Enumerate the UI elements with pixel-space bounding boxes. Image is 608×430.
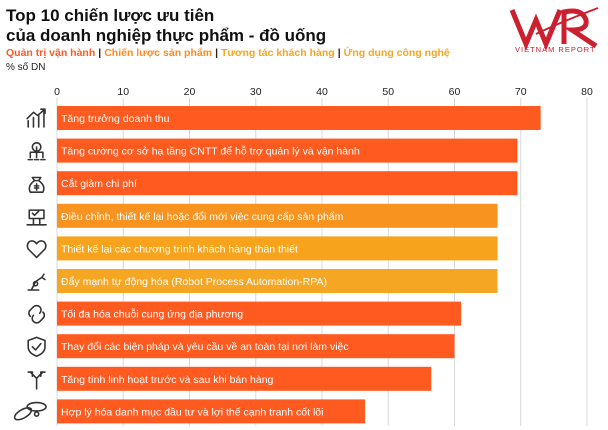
heart-icon-path xyxy=(26,240,47,259)
bar-label: Tăng tính linh hoạt trước và sau khi bán… xyxy=(61,374,274,386)
chart-title: Top 10 chiến lược ưu tiên của doanh nghi… xyxy=(6,6,326,46)
x-tick-label: 0 xyxy=(54,86,60,98)
chart-title-line1: Top 10 chiến lược ưu tiên xyxy=(6,6,215,25)
portfolio-atom-icon-path xyxy=(13,401,47,421)
x-tick-label: 50 xyxy=(382,86,394,98)
portfolio-atom-icon xyxy=(13,401,47,421)
legend-item-customer: Tương tác khách hàng xyxy=(221,47,335,59)
bar xyxy=(57,106,541,130)
x-tick-label: 10 xyxy=(117,86,129,98)
supply-adjust-icon-path xyxy=(26,209,47,226)
bar xyxy=(57,203,498,228)
it-infrastructure-icon-path xyxy=(27,142,46,161)
flexible-arrows-icon-path xyxy=(27,371,46,390)
bar-label: Điều chỉnh, thiết kế lại hoặc đổi mới vi… xyxy=(61,211,344,223)
bar xyxy=(57,334,455,359)
bar-label: Thiết kế lại các chương trình khách hàng… xyxy=(61,243,298,255)
flexible-arrows-icon xyxy=(27,371,46,390)
money-bag-icon-path xyxy=(28,176,45,193)
chain-link-icon xyxy=(28,304,46,324)
unit-label: % số DN xyxy=(6,62,46,73)
robot-arm-icon-path xyxy=(27,273,46,291)
bar xyxy=(57,301,462,326)
bar-label: Cắt giảm chi phí xyxy=(61,177,137,190)
x-tick-label: 70 xyxy=(515,86,527,98)
legend-separator: | xyxy=(98,47,102,59)
heart-icon xyxy=(26,240,47,259)
bar-label: Đẩy mạnh tự động hóa (Robot Process Auto… xyxy=(61,276,327,288)
chart-title-line2: của doanh nghiệp thực phẩm - đồ uống xyxy=(6,26,327,45)
bar xyxy=(57,236,498,261)
shield-check-icon xyxy=(27,336,46,358)
legend-separator: | xyxy=(215,47,219,59)
growth-chart-icon xyxy=(26,108,46,128)
money-bag-icon xyxy=(28,176,45,193)
it-infrastructure-icon xyxy=(27,142,46,161)
bar xyxy=(57,269,498,293)
bar xyxy=(57,171,518,196)
legend-item-product: Chiến lược sản phẩm xyxy=(104,47,213,59)
shield-check-icon-path xyxy=(27,336,46,358)
legend-separator: | xyxy=(337,47,341,59)
x-tick-label: 40 xyxy=(316,86,328,98)
bar-label: Tăng trưởng doanh thu xyxy=(61,113,170,125)
x-tick-label: 30 xyxy=(250,86,262,98)
vnr-logo xyxy=(509,7,599,51)
bar-label: Tăng cường cơ sở hạ tầng CNTT để hỗ trợ … xyxy=(61,145,360,158)
bar-label: Tối đa hóa chuỗi cung ứng địa phương xyxy=(61,308,243,321)
legend: Quản trị vận hành | Chiến lược sản phẩm | Tư… xyxy=(6,47,450,59)
x-tick-label: 20 xyxy=(184,86,196,98)
logo-text: VIETNAM REPORT xyxy=(515,45,596,54)
bar-label: Thay đổi các biện pháp và yêu cầu về an … xyxy=(61,341,349,353)
bar-label: Hợp lý hóa danh mục đầu tư và lợi thế cạ… xyxy=(61,406,323,418)
bar xyxy=(57,399,366,424)
legend-item-operations: Quản trị vận hành xyxy=(6,47,96,59)
robot-arm-icon xyxy=(27,273,46,291)
growth-chart-icon-path xyxy=(26,108,46,128)
legend-item-technology: Ứng dụng công nghệ xyxy=(343,47,450,59)
chain-link-icon-path xyxy=(28,304,46,324)
supply-adjust-icon xyxy=(26,209,47,226)
x-tick-label: 60 xyxy=(449,86,461,98)
bar xyxy=(57,366,432,391)
bar xyxy=(57,138,518,163)
x-tick-label: 80 xyxy=(581,86,593,98)
